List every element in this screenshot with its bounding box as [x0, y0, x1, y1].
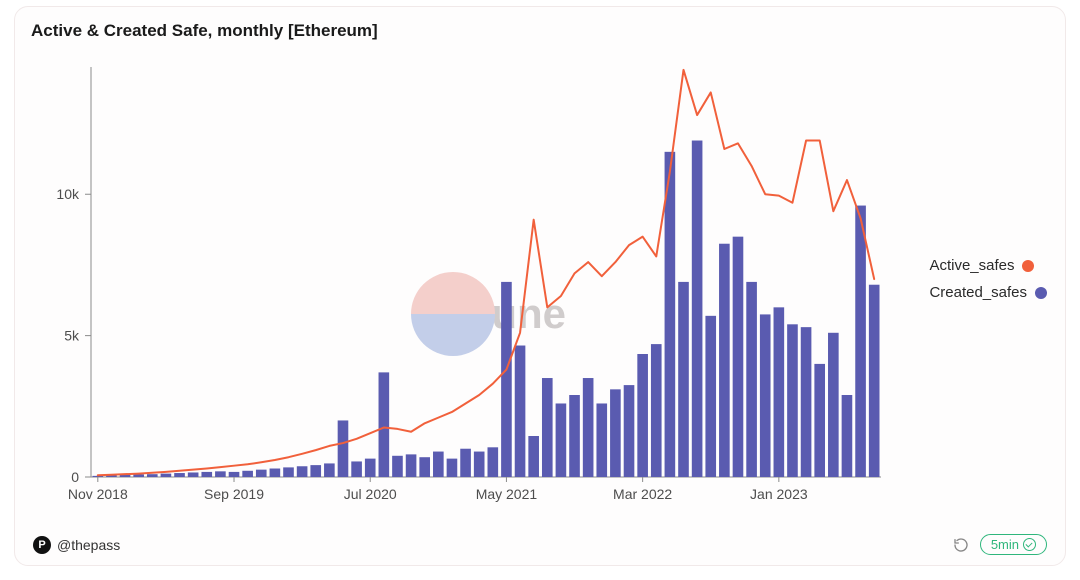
bar[interactable] [842, 395, 853, 477]
bar[interactable] [869, 285, 880, 477]
refresh-age-text: 5min [991, 537, 1019, 552]
legend-item-created[interactable]: Created_safes [929, 284, 1047, 301]
bar[interactable] [801, 327, 812, 477]
chart-area: Dune 05k10kNov 2018Sep 2019Jul 2020May 2… [31, 57, 1051, 517]
bar[interactable] [161, 474, 172, 477]
chart-title: Active & Created Safe, monthly [Ethereum… [31, 21, 378, 41]
bar[interactable] [338, 420, 349, 477]
svg-text:Sep 2019: Sep 2019 [204, 486, 264, 502]
checkmark-icon [1023, 538, 1036, 551]
legend: Active_safes Created_safes [929, 257, 1047, 311]
bar[interactable] [501, 282, 512, 477]
bar[interactable] [855, 206, 866, 477]
legend-item-active[interactable]: Active_safes [929, 257, 1047, 274]
bar[interactable] [814, 364, 825, 477]
bar[interactable] [488, 447, 499, 477]
bar[interactable] [787, 324, 798, 477]
card-footer: P @thepass 5min [33, 534, 1047, 555]
svg-text:Mar 2022: Mar 2022 [613, 486, 672, 502]
bar[interactable] [229, 472, 240, 477]
line-active-safes[interactable] [98, 70, 874, 475]
refresh-icon[interactable] [952, 536, 970, 554]
bar[interactable] [406, 454, 417, 477]
chart-card: Active & Created Safe, monthly [Ethereum… [14, 6, 1066, 566]
bar[interactable] [188, 472, 199, 477]
bar[interactable] [351, 461, 362, 477]
svg-text:Nov 2018: Nov 2018 [68, 486, 128, 502]
bar[interactable] [596, 403, 607, 477]
svg-text:Jan 2023: Jan 2023 [750, 486, 808, 502]
bar[interactable] [733, 237, 744, 477]
bar[interactable] [270, 469, 281, 477]
refresh-age-pill[interactable]: 5min [980, 534, 1047, 555]
bar[interactable] [583, 378, 594, 477]
bar[interactable] [556, 403, 567, 477]
legend-label: Active_safes [929, 257, 1014, 274]
bar[interactable] [310, 465, 321, 477]
svg-text:10k: 10k [56, 186, 80, 202]
bar[interactable] [447, 459, 458, 477]
bar[interactable] [242, 471, 253, 477]
legend-label: Created_safes [929, 284, 1027, 301]
svg-text:Jul 2020: Jul 2020 [344, 486, 397, 502]
bar[interactable] [283, 467, 294, 477]
svg-text:May 2021: May 2021 [476, 486, 538, 502]
bar[interactable] [133, 474, 144, 477]
bar[interactable] [774, 307, 785, 477]
bar[interactable] [610, 389, 621, 477]
bar[interactable] [515, 346, 526, 477]
bar[interactable] [760, 314, 771, 477]
bar[interactable] [433, 452, 444, 477]
bar[interactable] [528, 436, 539, 477]
legend-marker-icon [1035, 287, 1047, 299]
svg-text:0: 0 [71, 469, 79, 485]
bar[interactable] [828, 333, 839, 477]
bar[interactable] [624, 385, 635, 477]
bar[interactable] [705, 316, 716, 477]
bar[interactable] [365, 459, 376, 477]
bar[interactable] [460, 449, 471, 477]
bar[interactable] [147, 474, 158, 477]
bar[interactable] [379, 372, 390, 477]
bar[interactable] [215, 471, 226, 477]
bar[interactable] [542, 378, 553, 477]
author-handle[interactable]: @thepass [57, 537, 120, 553]
legend-marker-icon [1022, 260, 1034, 272]
bar[interactable] [719, 244, 730, 477]
bar[interactable] [297, 466, 308, 477]
bar[interactable] [324, 463, 335, 477]
bar[interactable] [692, 141, 703, 477]
bar[interactable] [392, 456, 403, 477]
bar[interactable] [651, 344, 662, 477]
bar[interactable] [637, 354, 648, 477]
bar[interactable] [746, 282, 757, 477]
bar[interactable] [419, 457, 430, 477]
bar[interactable] [256, 470, 267, 477]
bar[interactable] [474, 452, 485, 477]
svg-text:5k: 5k [64, 328, 80, 344]
bar[interactable] [174, 473, 185, 477]
author-avatar-icon[interactable]: P [33, 536, 51, 554]
chart-svg: 0 5k 10k Nov 2018 Sep 2019 Jul 2020 May 2021 Ma… [31, 57, 1051, 517]
bar[interactable] [678, 282, 689, 477]
bar[interactable] [201, 472, 212, 477]
bar[interactable] [569, 395, 580, 477]
